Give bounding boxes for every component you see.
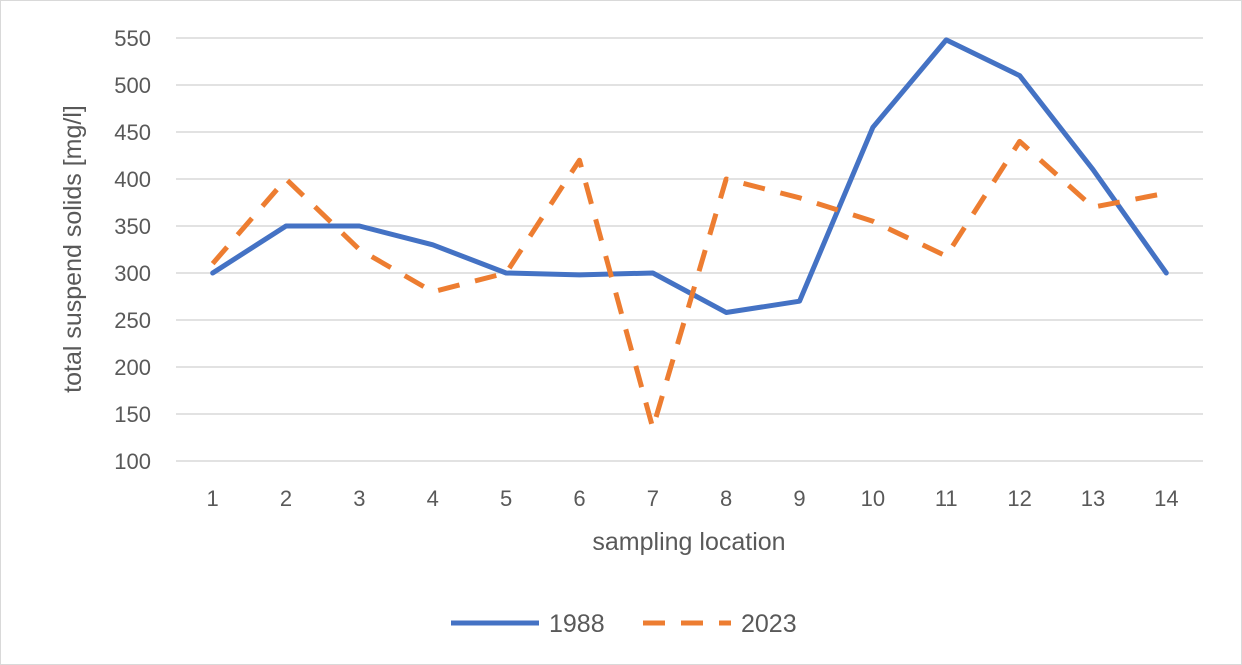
x-tick-label-14: 14 (1154, 486, 1178, 511)
y-tick-label-500: 500 (114, 73, 151, 98)
x-tick-label-3: 3 (353, 486, 365, 511)
y-tick-label-300: 300 (114, 261, 151, 286)
x-tick-label-9: 9 (793, 486, 805, 511)
legend-item-2023: 2023 (643, 610, 797, 638)
x-tick-label-13: 13 (1081, 486, 1105, 511)
x-tick-label-12: 12 (1007, 486, 1031, 511)
y-tick-label-100: 100 (114, 449, 151, 474)
legend-item-1988: 1988 (451, 610, 605, 638)
y-tick-label-350: 350 (114, 214, 151, 239)
legend: 1988 2023 (451, 610, 797, 638)
x-tick-label-7: 7 (647, 486, 659, 511)
x-tick-label-11: 11 (935, 486, 958, 511)
x-tick-label-4: 4 (427, 486, 439, 511)
y-tick-label-400: 400 (114, 167, 151, 192)
x-tick-label-1: 1 (207, 486, 219, 511)
y-tick-label-250: 250 (114, 308, 151, 333)
series-line-2023 (210, 138, 1167, 431)
y-tick-label-200: 200 (114, 355, 151, 380)
series-line-1988 (210, 37, 1169, 315)
y-axis-ticks: 100 150 200 250 300 350 400 450 500 550 (114, 26, 151, 474)
x-axis-title: sampling location (592, 528, 785, 556)
legend-label-2023: 2023 (741, 610, 797, 638)
x-axis-ticks: 1 2 3 4 5 6 7 8 9 10 11 12 13 14 (207, 486, 1179, 511)
gridlines (176, 37, 1203, 462)
series-lines (210, 37, 1169, 431)
y-tick-label-450: 450 (114, 120, 151, 145)
x-tick-label-5: 5 (500, 486, 512, 511)
series-2023 (210, 138, 1167, 431)
x-tick-label-10: 10 (861, 486, 885, 511)
y-tick-label-550: 550 (114, 26, 151, 51)
x-tick-label-6: 6 (573, 486, 585, 511)
x-tick-label-8: 8 (720, 486, 732, 511)
legend-label-1988: 1988 (549, 610, 605, 638)
series-1988 (210, 37, 1169, 315)
y-tick-label-150: 150 (114, 402, 151, 427)
y-axis-title: total suspend solids [mg/l] (59, 105, 87, 393)
x-tick-label-2: 2 (280, 486, 292, 511)
